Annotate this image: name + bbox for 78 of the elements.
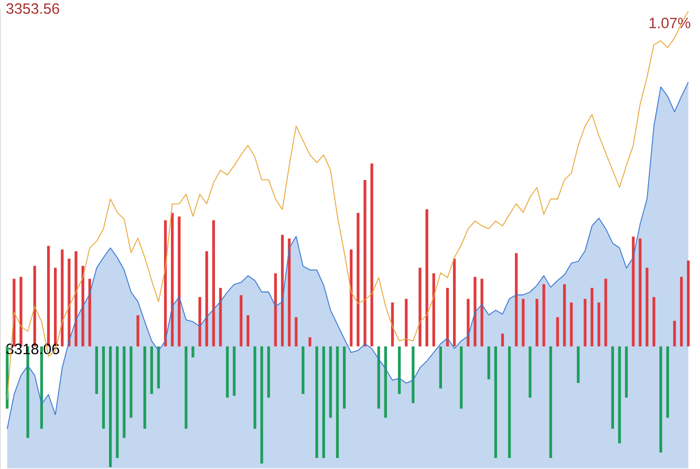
bar (95, 346, 98, 394)
bar (274, 273, 277, 347)
bar (246, 315, 250, 347)
bar (302, 346, 304, 394)
bar (584, 299, 586, 347)
bar (425, 209, 428, 347)
bar (460, 346, 463, 409)
bar (219, 288, 222, 347)
bar (514, 253, 518, 347)
bar (418, 268, 422, 347)
y-tick-label: 3353.56 (6, 3, 60, 14)
bar (322, 346, 326, 458)
bar (212, 220, 215, 347)
bar (659, 346, 662, 453)
bar (563, 284, 566, 347)
bar (342, 346, 346, 409)
bar (116, 346, 119, 458)
bar (143, 346, 146, 429)
bar (666, 346, 670, 418)
bar (604, 278, 608, 347)
bar (625, 346, 628, 398)
bar (68, 258, 70, 347)
bar (686, 260, 690, 347)
bar (308, 337, 312, 347)
bar (439, 346, 442, 389)
bar (474, 277, 476, 347)
bar (260, 346, 264, 464)
bar (536, 299, 538, 347)
bar (391, 302, 394, 347)
bar (522, 299, 525, 347)
bar (494, 346, 498, 458)
bar (130, 346, 132, 418)
bar (611, 346, 614, 429)
bar (618, 346, 621, 444)
bar (136, 315, 140, 347)
bar (122, 346, 126, 438)
bar (570, 302, 573, 347)
bar (549, 346, 552, 458)
bar (267, 346, 270, 398)
bar (226, 346, 229, 398)
bar (192, 346, 194, 358)
bar (336, 346, 339, 458)
bar (638, 238, 642, 347)
bar (74, 251, 78, 347)
bar (480, 278, 484, 347)
bar (673, 320, 676, 347)
bar (590, 288, 594, 347)
bar (597, 302, 600, 347)
bar (109, 346, 112, 468)
bar (487, 346, 490, 380)
bar (315, 346, 318, 458)
bar (356, 213, 360, 347)
bar (652, 297, 656, 347)
bar (508, 346, 511, 458)
bar (232, 346, 236, 396)
bar (364, 180, 366, 347)
bar (453, 258, 456, 347)
bar (370, 164, 374, 347)
bar (446, 288, 449, 347)
bar (646, 268, 648, 347)
bar (412, 346, 414, 404)
bar (501, 334, 504, 347)
bar (253, 346, 256, 429)
bar (184, 346, 188, 429)
bar (102, 346, 105, 429)
bar (150, 346, 154, 394)
bar (542, 284, 546, 347)
bar (680, 277, 683, 347)
bar (329, 346, 332, 418)
bar (157, 346, 160, 389)
bar (384, 346, 387, 418)
bar (556, 317, 559, 347)
bar (576, 346, 580, 384)
bar (528, 346, 532, 398)
bar (164, 220, 167, 347)
bar (281, 234, 284, 347)
bar (294, 317, 298, 347)
bar (240, 295, 242, 347)
